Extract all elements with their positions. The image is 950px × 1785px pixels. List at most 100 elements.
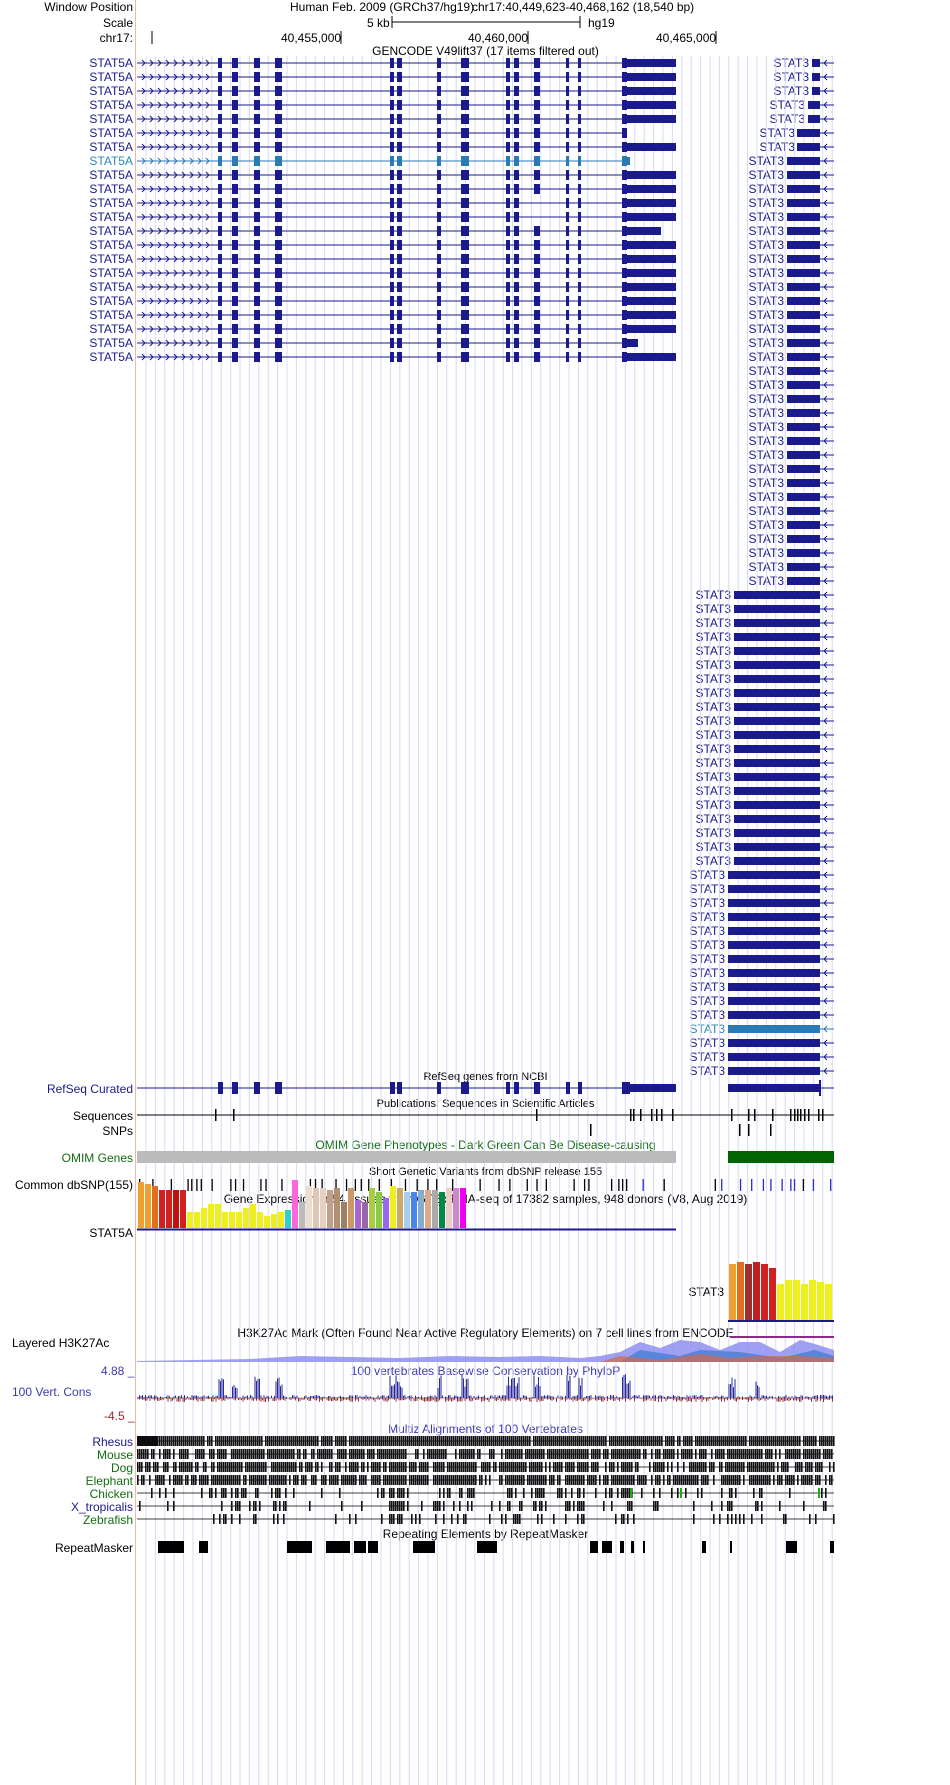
- stat3-transcript-label[interactable]: STAT3: [689, 1036, 725, 1050]
- stat3-transcript-label[interactable]: STAT3: [695, 854, 731, 868]
- stat3-transcript-label[interactable]: STAT3: [689, 882, 725, 896]
- stat3-transcript-label[interactable]: STAT3: [695, 770, 731, 784]
- alignment-block: [235, 1488, 237, 1498]
- stat5a-transcript-label[interactable]: STAT5A: [89, 350, 133, 364]
- phylop-track-label[interactable]: 100 Vert. Cons: [12, 1385, 92, 1399]
- stat3-transcript-label[interactable]: STAT3: [695, 672, 731, 686]
- utr-block: [728, 871, 820, 879]
- stat3-transcript-label[interactable]: STAT3: [773, 84, 809, 98]
- stat3-transcript-label[interactable]: STAT3: [695, 714, 731, 728]
- stat3-transcript-label[interactable]: STAT3: [689, 1022, 725, 1036]
- stat3-transcript-label[interactable]: STAT3: [695, 658, 731, 672]
- stat3-transcript-label[interactable]: STAT3: [689, 994, 725, 1008]
- stat5a-transcript-label[interactable]: STAT5A: [89, 308, 133, 322]
- gencode-track-title[interactable]: GENCODE V49lift37 (17 items filtered out…: [372, 44, 599, 58]
- exon: [437, 338, 441, 348]
- exon: [275, 114, 282, 124]
- exon: [437, 282, 441, 292]
- stat3-transcript-label[interactable]: STAT3: [689, 896, 725, 910]
- stat3-transcript-label[interactable]: STAT3: [689, 980, 725, 994]
- multiz-species-label[interactable]: Chicken: [89, 1487, 133, 1501]
- stat5a-transcript-label[interactable]: STAT5A: [89, 280, 133, 294]
- stat5a-transcript-label[interactable]: STAT5A: [89, 322, 133, 336]
- multiz-species-label[interactable]: Mouse: [96, 1448, 133, 1462]
- stat3-transcript-label[interactable]: STAT3: [695, 630, 731, 644]
- stat5a-transcript-label[interactable]: STAT5A: [89, 252, 133, 266]
- stat5a-transcript-label[interactable]: STAT5A: [89, 182, 133, 196]
- stat3-transcript-label[interactable]: STAT3: [695, 812, 731, 826]
- strand-arrow: [197, 199, 202, 207]
- stat3-transcript-label[interactable]: STAT3: [695, 728, 731, 742]
- stat3-transcript-label[interactable]: STAT3: [689, 1050, 725, 1064]
- multiz-species-label[interactable]: X_tropicalis: [70, 1500, 133, 1514]
- stat3-transcript-label[interactable]: STAT3: [695, 798, 731, 812]
- stat3-transcript-label[interactable]: STAT3: [689, 924, 725, 938]
- stat5a-transcript-label[interactable]: STAT5A: [89, 336, 133, 350]
- stat5a-transcript-label[interactable]: STAT5A: [89, 154, 133, 168]
- stat5a-transcript-label[interactable]: STAT5A: [89, 238, 133, 252]
- stat3-transcript-label[interactable]: STAT3: [689, 938, 725, 952]
- alignment-block: [769, 1449, 771, 1459]
- publications-track-label[interactable]: Sequences: [72, 1109, 133, 1123]
- stat3-transcript-label[interactable]: STAT3: [689, 1064, 725, 1078]
- multiz-species-label[interactable]: Dog: [110, 1461, 133, 1475]
- variant-tick: [536, 1179, 538, 1191]
- stat5a-transcript-label[interactable]: STAT5A: [89, 224, 133, 238]
- stat5a-transcript-label[interactable]: STAT5A: [89, 98, 133, 112]
- stat3-transcript-label[interactable]: STAT3: [695, 644, 731, 658]
- repeatmasker-track-title[interactable]: Repeating Elements by RepeatMasker: [382, 1527, 589, 1541]
- stat3-transcript-label[interactable]: STAT3: [695, 742, 731, 756]
- stat5a-transcript-label[interactable]: STAT5A: [89, 84, 133, 98]
- stat3-transcript-label[interactable]: STAT3: [695, 686, 731, 700]
- h3k27ac-track-label[interactable]: Layered H3K27Ac: [12, 1336, 110, 1350]
- dbsnp-track-title[interactable]: Short Genetic Variants from dbSNP releas…: [368, 1166, 603, 1178]
- stat3-transcript-label[interactable]: STAT3: [689, 952, 725, 966]
- stat3-transcript-label[interactable]: STAT3: [695, 602, 731, 616]
- dbsnp-track-label[interactable]: Common dbSNP(155): [14, 1178, 133, 1192]
- stat5a-transcript-label[interactable]: STAT5A: [89, 210, 133, 224]
- snps-track-label[interactable]: SNPs: [102, 1124, 133, 1138]
- repeatmasker-track-label[interactable]: RepeatMasker: [54, 1541, 133, 1555]
- stat3-transcript-label[interactable]: STAT3: [695, 826, 731, 840]
- stat3-transcript-label[interactable]: STAT3: [773, 70, 809, 84]
- stat3-transcript-label[interactable]: STAT3: [695, 700, 731, 714]
- omim-track-title[interactable]: OMIM Gene Phenotypes - Dark Green Can Be…: [315, 1138, 656, 1152]
- stat5a-transcript-label[interactable]: STAT5A: [89, 126, 133, 140]
- multiz-species-label[interactable]: Elephant: [85, 1474, 133, 1488]
- stat3-transcript-label[interactable]: STAT3: [689, 868, 725, 882]
- publications-track-title[interactable]: Publications: Sequences in Scientific Ar…: [376, 1098, 595, 1110]
- stat5a-transcript-label[interactable]: STAT5A: [89, 196, 133, 210]
- multiz-species-label[interactable]: Zebrafish: [82, 1513, 133, 1527]
- refseq-track-title[interactable]: RefSeq genes from NCBI: [423, 1071, 548, 1083]
- stat3-transcript-label[interactable]: STAT3: [689, 1008, 725, 1022]
- multiz-species-label[interactable]: Rhesus: [92, 1435, 133, 1449]
- stat5a-transcript-label[interactable]: STAT5A: [89, 266, 133, 280]
- stat3-transcript-label[interactable]: STAT3: [695, 588, 731, 602]
- alignment-block: [483, 1436, 485, 1446]
- stat3-transcript-label[interactable]: STAT3: [759, 140, 795, 154]
- stat5a-transcript-label[interactable]: STAT5A: [89, 70, 133, 84]
- stat3-transcript-label[interactable]: STAT3: [695, 616, 731, 630]
- stat3-transcript-label[interactable]: STAT3: [695, 756, 731, 770]
- stat3-transcript-label[interactable]: STAT3: [695, 840, 731, 854]
- stat3-transcript-label[interactable]: STAT3: [759, 126, 795, 140]
- refseq-track-label[interactable]: RefSeq Curated: [46, 1082, 133, 1096]
- stat3-transcript-label[interactable]: STAT3: [769, 98, 805, 112]
- multiz-track-title[interactable]: Multiz Alignments of 100 Vertebrates: [388, 1422, 583, 1436]
- position-label[interactable]: chr17:40,449,623-40,468,162 (18,540 bp): [472, 0, 695, 14]
- stat3-transcript-label[interactable]: STAT3: [689, 910, 725, 924]
- exon: [437, 72, 441, 82]
- omim-track-label[interactable]: OMIM Genes: [61, 1151, 133, 1165]
- stat5a-transcript-label[interactable]: STAT5A: [89, 112, 133, 126]
- stat3-transcript-label[interactable]: STAT3: [689, 966, 725, 980]
- stat5a-transcript-label[interactable]: STAT5A: [89, 140, 133, 154]
- stat3-transcript-label[interactable]: STAT3: [773, 56, 809, 70]
- stat3-transcript-label[interactable]: STAT3: [769, 112, 805, 126]
- stat5a-transcript-label[interactable]: STAT5A: [89, 56, 133, 70]
- stat5a-transcript-label[interactable]: STAT5A: [89, 294, 133, 308]
- stat3-transcript-label[interactable]: STAT3: [695, 784, 731, 798]
- stat5a-transcript-label[interactable]: STAT5A: [89, 168, 133, 182]
- h3k27ac-track-title[interactable]: H3K27Ac Mark (Often Found Near Active Re…: [237, 1326, 734, 1340]
